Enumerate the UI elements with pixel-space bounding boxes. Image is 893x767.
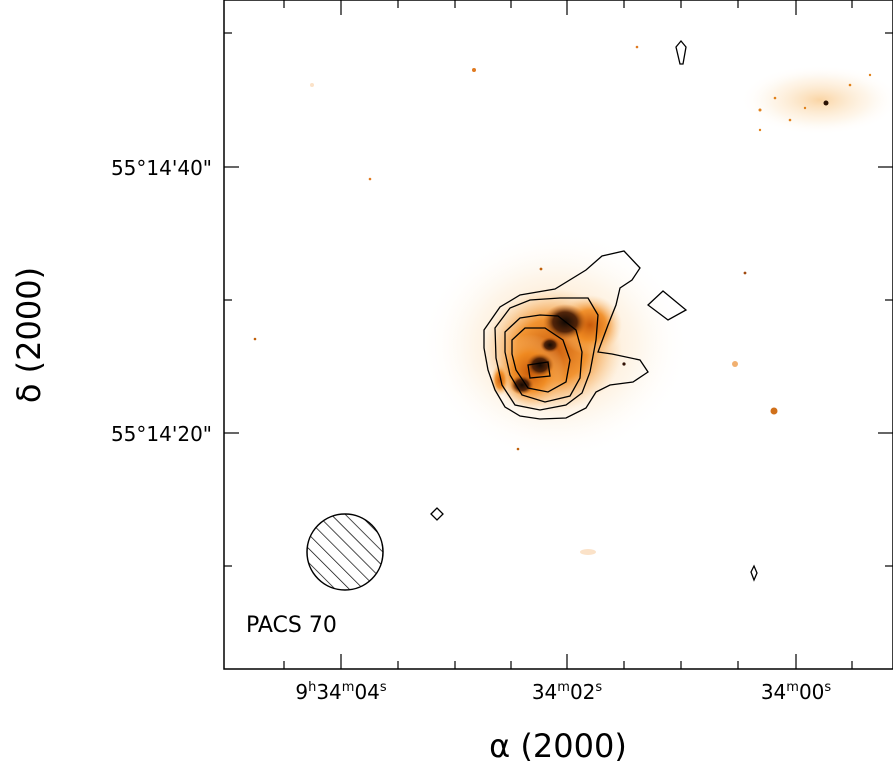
- galaxy-emission: [420, 230, 690, 460]
- tick-marks: [224, 0, 893, 669]
- contour-island-north: [675, 39, 687, 65]
- x-tick-label: 9h34m04s: [295, 680, 387, 704]
- contour-island-east: [646, 290, 688, 321]
- contour-level-2: [494, 297, 599, 411]
- contour-level-4: [511, 327, 571, 393]
- image-panel: PACS 70: [224, 0, 893, 669]
- beam-label: PACS 70: [246, 613, 337, 638]
- contour-level-1: [483, 250, 649, 420]
- plot-frame: [223, 0, 893, 670]
- contour-level-3: [504, 314, 583, 403]
- y-tick-label: 55°14'40": [111, 156, 212, 180]
- contours: [430, 39, 758, 582]
- y-tick-label: 55°14'20": [111, 422, 212, 446]
- contour-island-southeast: [750, 564, 758, 582]
- contour-island-southwest: [430, 507, 444, 521]
- contour-level-5: [527, 361, 551, 379]
- x-tick-label: 34m00s: [761, 680, 832, 704]
- x-tick-label: 34m02s: [532, 680, 603, 704]
- point-sources: [253, 45, 778, 555]
- diffuse-emission: [740, 65, 893, 135]
- beam-marker: [306, 513, 384, 591]
- x-axis-title: α (2000): [489, 727, 627, 765]
- y-axis-title: δ (2000): [10, 267, 48, 403]
